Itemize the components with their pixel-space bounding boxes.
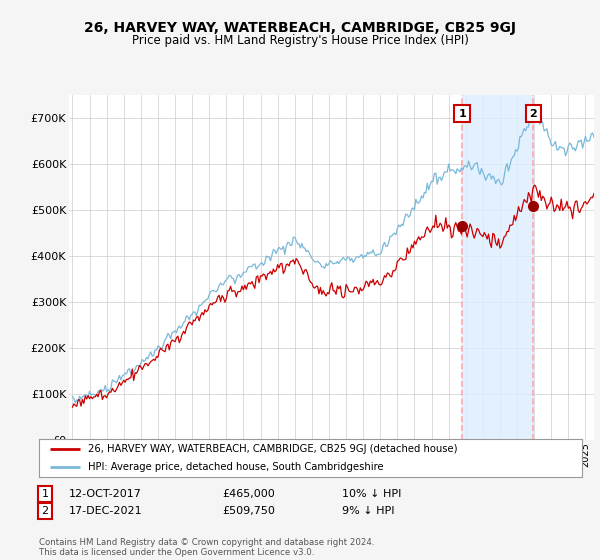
Text: £465,000: £465,000 bbox=[222, 489, 275, 499]
Text: 2: 2 bbox=[530, 109, 538, 119]
Text: 9% ↓ HPI: 9% ↓ HPI bbox=[342, 506, 395, 516]
Text: 17-DEC-2021: 17-DEC-2021 bbox=[69, 506, 143, 516]
Text: 12-OCT-2017: 12-OCT-2017 bbox=[69, 489, 142, 499]
Text: HPI: Average price, detached house, South Cambridgeshire: HPI: Average price, detached house, Sout… bbox=[88, 462, 383, 472]
Text: £509,750: £509,750 bbox=[222, 506, 275, 516]
Text: 1: 1 bbox=[41, 489, 49, 499]
Text: 26, HARVEY WAY, WATERBEACH, CAMBRIDGE, CB25 9GJ (detached house): 26, HARVEY WAY, WATERBEACH, CAMBRIDGE, C… bbox=[88, 444, 457, 454]
Text: 26, HARVEY WAY, WATERBEACH, CAMBRIDGE, CB25 9GJ: 26, HARVEY WAY, WATERBEACH, CAMBRIDGE, C… bbox=[84, 21, 516, 35]
Bar bbox=[462, 95, 533, 440]
Text: 10% ↓ HPI: 10% ↓ HPI bbox=[342, 489, 401, 499]
Text: Contains HM Land Registry data © Crown copyright and database right 2024.
This d: Contains HM Land Registry data © Crown c… bbox=[39, 538, 374, 557]
Text: Price paid vs. HM Land Registry's House Price Index (HPI): Price paid vs. HM Land Registry's House … bbox=[131, 34, 469, 46]
Text: 1: 1 bbox=[458, 109, 466, 119]
Text: 2: 2 bbox=[41, 506, 49, 516]
